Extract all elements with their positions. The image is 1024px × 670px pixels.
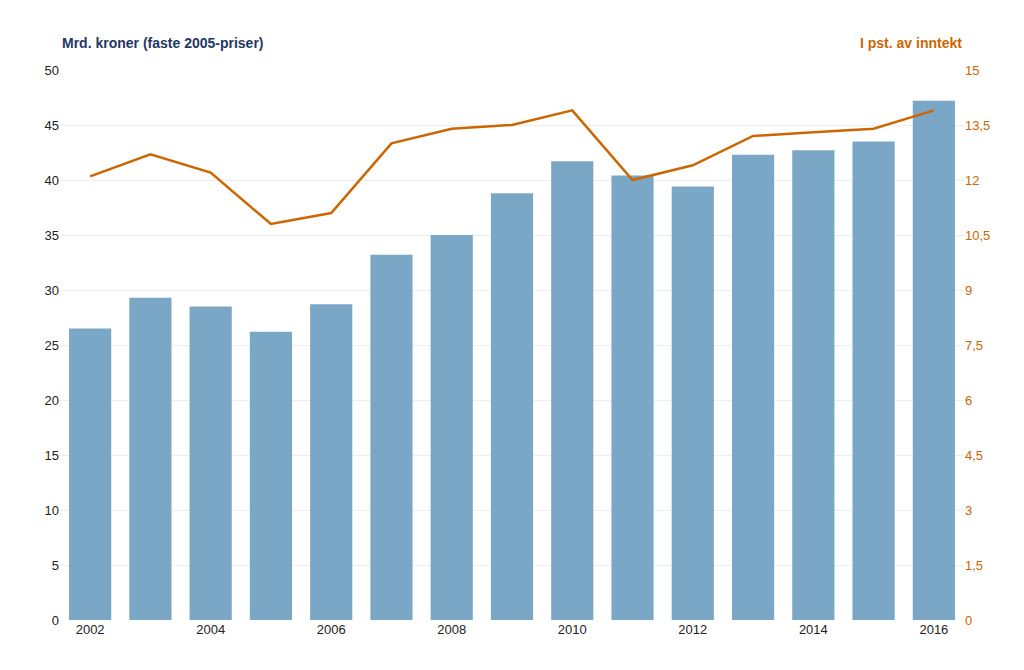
svg-text:30: 30 [45, 283, 59, 298]
svg-text:50: 50 [45, 63, 59, 78]
svg-text:13,5: 13,5 [965, 118, 990, 133]
svg-text:1,5: 1,5 [965, 558, 983, 573]
svg-text:10,5: 10,5 [965, 228, 990, 243]
svg-text:6: 6 [965, 393, 972, 408]
svg-text:2014: 2014 [799, 622, 828, 637]
svg-text:15: 15 [45, 448, 59, 463]
svg-text:2006: 2006 [317, 622, 346, 637]
svg-text:2004: 2004 [196, 622, 225, 637]
svg-text:0: 0 [52, 613, 59, 628]
svg-text:3: 3 [965, 503, 972, 518]
svg-text:35: 35 [45, 228, 59, 243]
svg-text:9: 9 [965, 283, 972, 298]
svg-text:2002: 2002 [76, 622, 105, 637]
svg-text:20: 20 [45, 393, 59, 408]
svg-text:I pst. av inntekt: I pst. av inntekt [860, 35, 962, 51]
svg-text:5: 5 [52, 558, 59, 573]
svg-text:2008: 2008 [437, 622, 466, 637]
svg-text:4,5: 4,5 [965, 448, 983, 463]
svg-text:Mrd. kroner (faste 2005-priser: Mrd. kroner (faste 2005-priser) [62, 35, 264, 51]
svg-text:2010: 2010 [558, 622, 587, 637]
svg-text:2016: 2016 [919, 622, 948, 637]
svg-text:12: 12 [965, 173, 979, 188]
svg-text:0: 0 [965, 613, 972, 628]
svg-text:7,5: 7,5 [965, 338, 983, 353]
svg-text:2012: 2012 [678, 622, 707, 637]
svg-text:25: 25 [45, 338, 59, 353]
svg-text:40: 40 [45, 173, 59, 188]
svg-text:10: 10 [45, 503, 59, 518]
svg-text:15: 15 [965, 63, 979, 78]
svg-text:45: 45 [45, 118, 59, 133]
